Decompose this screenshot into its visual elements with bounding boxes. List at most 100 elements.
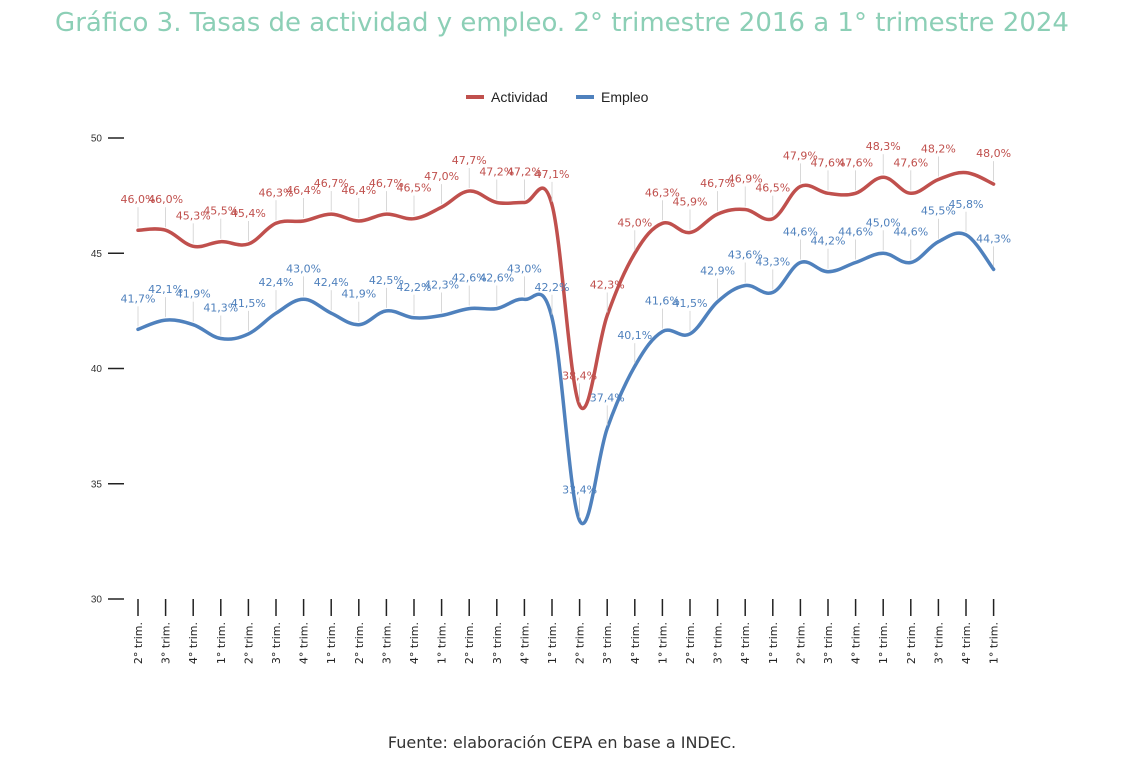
empleo-data-label: 43,0%	[507, 262, 542, 275]
x-tick-label: 3° trim.	[160, 622, 173, 664]
empleo-data-label: 42,5%	[369, 274, 404, 287]
actividad-data-label: 45,5%	[203, 205, 238, 218]
y-tick-label: 40	[91, 364, 103, 375]
actividad-data-label: 47,0%	[424, 170, 459, 183]
x-tick-label: 2° trim.	[242, 622, 255, 664]
actividad-data-label: 47,6%	[811, 156, 846, 169]
actividad-data-label: 46,5%	[397, 182, 432, 195]
x-tick-label: 4° trim.	[739, 622, 752, 664]
actividad-data-label: 46,5%	[755, 182, 790, 195]
empleo-data-label: 42,3%	[424, 278, 459, 291]
actividad-data-label: 47,9%	[783, 149, 818, 162]
empleo-data-label: 41,5%	[673, 297, 708, 310]
actividad-data-label: 47,2%	[479, 166, 514, 179]
actividad-data-label: 47,2%	[507, 166, 542, 179]
y-axis: 30 35 40 45 50	[91, 134, 124, 606]
actividad-data-label: 46,0%	[121, 193, 156, 206]
actividad-data-label: 47,1%	[535, 168, 570, 181]
empleo-data-label: 41,9%	[176, 288, 211, 301]
x-tick-label: 3° trim.	[491, 622, 504, 664]
empleo-data-label: 42,1%	[148, 283, 183, 296]
empleo-data-label: 41,9%	[341, 288, 376, 301]
x-tick-label: 4° trim.	[408, 622, 421, 664]
x-tick-label: 2° trim.	[353, 622, 366, 664]
actividad-data-label: 46,7%	[314, 177, 349, 190]
y-tick-label: 50	[91, 134, 103, 145]
source-note: Fuente: elaboración CEPA en base a INDEC…	[387, 733, 737, 752]
actividad-data-label: 45,9%	[673, 196, 708, 209]
empleo-data-label: 42,6%	[452, 272, 487, 285]
x-tick-label: 1° trim.	[325, 622, 338, 664]
empleo-data-label: 41,6%	[645, 295, 680, 308]
x-tick-label: 1° trim.	[546, 622, 559, 664]
empleo-data-label: 41,7%	[121, 292, 156, 305]
x-tick-label: 1° trim.	[215, 622, 228, 664]
x-tick-label: 3° trim.	[932, 622, 945, 664]
actividad-data-label: 46,4%	[286, 184, 321, 197]
empleo-data-label: 42,6%	[479, 272, 514, 285]
empleo-data-label: 44,2%	[811, 235, 846, 248]
x-axis: 2° trim. 3° trim. 4° trim. 1° trim. 2° trim.…	[132, 599, 1001, 664]
actividad-data-label: 46,7%	[700, 177, 735, 190]
x-tick-label: 2° trim.	[684, 622, 697, 664]
x-tick-label: 2° trim.	[132, 622, 145, 664]
actividad-data-label: 45,4%	[231, 207, 266, 220]
series-line-actividad	[136, 170, 996, 411]
empleo-data-label: 33,4%	[562, 484, 597, 497]
empleo-data-label: 44,6%	[838, 225, 873, 238]
series-line-empleo	[136, 231, 996, 526]
x-tick-label: 3° trim.	[712, 622, 725, 664]
y-tick-label: 45	[91, 249, 103, 260]
actividad-data-label: 38,4%	[562, 369, 597, 382]
x-tick-label: 4° trim.	[518, 622, 531, 664]
empleo-data-label: 42,4%	[314, 276, 349, 289]
empleo-data-label: 37,4%	[590, 391, 625, 404]
empleo-data-label: 43,6%	[728, 249, 763, 262]
x-tick-label: 1° trim.	[877, 622, 890, 664]
series-lines	[136, 170, 996, 526]
empleo-data-label: 44,3%	[976, 232, 1011, 245]
x-tick-label: 4° trim.	[629, 622, 642, 664]
x-tick-label: 1° trim.	[767, 622, 780, 664]
x-tick-label: 1° trim.	[436, 622, 449, 664]
legend-label-empleo: Empleo	[601, 89, 649, 105]
empleo-data-label: 40,1%	[617, 329, 652, 342]
empleo-data-label: 42,2%	[397, 281, 432, 294]
actividad-data-label: 48,3%	[866, 140, 901, 153]
actividad-data-label: 47,6%	[893, 156, 928, 169]
x-tick-label: 3° trim.	[822, 622, 835, 664]
data-labels: 46,0%46,0%45,3%45,5%45,4%46,3%46,4%46,7%…	[121, 140, 1011, 518]
actividad-data-label: 46,3%	[645, 186, 680, 199]
x-tick-label: 2° trim.	[905, 622, 918, 664]
actividad-data-label: 42,3%	[590, 278, 625, 291]
actividad-data-label: 46,9%	[728, 172, 763, 185]
x-tick-label: 2° trim.	[574, 622, 587, 664]
empleo-data-label: 43,0%	[286, 262, 321, 275]
empleo-data-label: 45,8%	[949, 198, 984, 211]
x-tick-label: 3° trim.	[380, 622, 393, 664]
y-tick-label: 35	[91, 479, 103, 490]
actividad-data-label: 46,7%	[369, 177, 404, 190]
legend: Actividad Empleo	[466, 89, 649, 105]
y-tick-label: 30	[91, 595, 103, 606]
actividad-data-label: 47,7%	[452, 154, 487, 167]
empleo-data-label: 44,6%	[783, 225, 818, 238]
x-tick-label: 4° trim.	[298, 622, 311, 664]
actividad-data-label: 45,3%	[176, 209, 211, 222]
chart-title: Gráfico 3. Tasas de actividad y empleo. …	[55, 8, 1069, 38]
empleo-data-label: 45,0%	[866, 216, 901, 229]
actividad-data-label: 48,2%	[921, 142, 956, 155]
empleo-data-label: 42,9%	[700, 265, 735, 278]
actividad-data-label: 46,4%	[341, 184, 376, 197]
actividad-data-label: 45,0%	[617, 216, 652, 229]
empleo-data-label: 41,5%	[231, 297, 266, 310]
actividad-data-label: 46,3%	[259, 186, 294, 199]
actividad-data-label: 46,0%	[148, 193, 183, 206]
x-tick-label: 2° trim.	[463, 622, 476, 664]
x-tick-label: 3° trim.	[270, 622, 283, 664]
empleo-data-label: 42,2%	[535, 281, 570, 294]
empleo-data-label: 45,5%	[921, 205, 956, 218]
actividad-data-label: 48,0%	[976, 147, 1011, 160]
x-tick-label: 3° trim.	[601, 622, 614, 664]
empleo-data-label: 44,6%	[893, 225, 928, 238]
